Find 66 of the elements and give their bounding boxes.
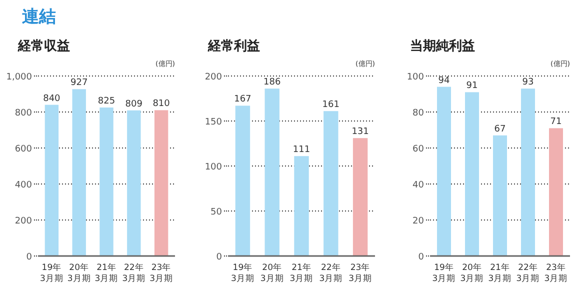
x-tick-label: 21年 3月期 bbox=[94, 262, 118, 284]
data-label: 94 bbox=[438, 76, 450, 86]
data-label: 186 bbox=[264, 78, 281, 88]
data-label: 71 bbox=[550, 117, 562, 128]
bar bbox=[235, 106, 250, 256]
bar bbox=[294, 156, 309, 256]
y-tick-label: 1,000 bbox=[6, 72, 32, 82]
x-tick-label: 23年 3月期 bbox=[348, 262, 372, 284]
x-tick-label: 22年 3月期 bbox=[319, 262, 343, 284]
x-tick-label: 22年 3月期 bbox=[122, 262, 146, 284]
x-tick-label: 19年 3月期 bbox=[40, 262, 64, 284]
data-label: 93 bbox=[522, 78, 534, 88]
text: 連結 bbox=[22, 7, 56, 27]
chart-title: 当期純利益 bbox=[410, 38, 475, 54]
x-tick-label: 23年 3月期 bbox=[544, 262, 568, 284]
bar bbox=[521, 88, 535, 256]
y-tick-label: 0 bbox=[418, 252, 424, 262]
x-tick-label: 23年 3月期 bbox=[150, 262, 174, 284]
x-tick-label: 20年 3月期 bbox=[460, 262, 484, 284]
bar bbox=[352, 138, 368, 256]
y-tick-label: 0 bbox=[26, 252, 32, 262]
data-label: 810 bbox=[152, 99, 170, 110]
bar bbox=[127, 110, 141, 256]
y-tick-label: 80 bbox=[412, 108, 424, 118]
x-tick-label: 21年 3月期 bbox=[488, 262, 512, 284]
x-tick-label: 19年 3月期 bbox=[432, 262, 456, 284]
data-label: 131 bbox=[352, 127, 369, 138]
chart-title: 経常収益 bbox=[17, 39, 70, 54]
y-tick-label: 20 bbox=[412, 216, 424, 226]
data-label: 67 bbox=[494, 124, 506, 134]
bar bbox=[72, 89, 86, 256]
bar bbox=[465, 92, 479, 256]
bar bbox=[549, 128, 563, 256]
bar bbox=[324, 111, 338, 256]
data-label: 825 bbox=[98, 96, 116, 106]
bar bbox=[264, 88, 280, 256]
y-tick-label: 800 bbox=[14, 108, 32, 118]
data-label: 840 bbox=[43, 94, 61, 104]
data-label: 809 bbox=[125, 99, 143, 110]
y-tick-label: 50 bbox=[210, 208, 222, 218]
y-tick-label: 100 bbox=[204, 162, 222, 172]
bar bbox=[493, 135, 507, 256]
x-tick-label: 22年 3月期 bbox=[516, 262, 540, 284]
data-label: 111 bbox=[292, 145, 310, 156]
data-label: 167 bbox=[234, 94, 252, 105]
y-tick-label: 600 bbox=[14, 144, 32, 154]
data-label: 927 bbox=[70, 78, 88, 88]
data-label: 91 bbox=[466, 81, 478, 92]
bar bbox=[44, 104, 59, 256]
x-tick-label: 20年 3月期 bbox=[67, 262, 91, 284]
y-tick-label: 400 bbox=[14, 180, 32, 190]
chart-title: 経常利益 bbox=[207, 38, 260, 54]
y-tick-label: 200 bbox=[14, 216, 32, 226]
y-tick-label: 100 bbox=[406, 72, 424, 82]
data-label: 161 bbox=[322, 100, 340, 110]
bar bbox=[100, 108, 114, 256]
x-tick-label: 20年 3月期 bbox=[260, 262, 284, 284]
bar bbox=[437, 86, 451, 256]
y-tick-label: 0 bbox=[216, 252, 222, 262]
bar bbox=[154, 110, 168, 256]
x-tick-label: 19年 3月期 bbox=[230, 262, 254, 284]
y-tick-label: 60 bbox=[412, 144, 424, 154]
y-tick-label: 150 bbox=[204, 118, 222, 128]
y-tick-label: 40 bbox=[412, 180, 424, 190]
y-tick-label: 200 bbox=[204, 72, 222, 82]
x-tick-label: 21年 3月期 bbox=[290, 262, 314, 284]
